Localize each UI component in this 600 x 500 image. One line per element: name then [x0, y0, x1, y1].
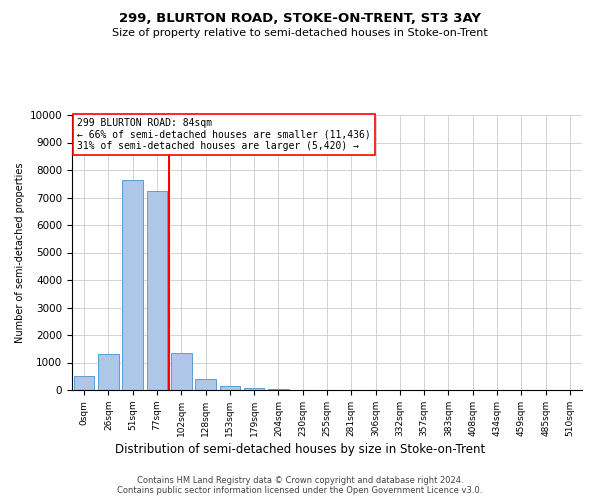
Text: Distribution of semi-detached houses by size in Stoke-on-Trent: Distribution of semi-detached houses by … — [115, 442, 485, 456]
Text: 299, BLURTON ROAD, STOKE-ON-TRENT, ST3 3AY: 299, BLURTON ROAD, STOKE-ON-TRENT, ST3 3… — [119, 12, 481, 26]
Y-axis label: Number of semi-detached properties: Number of semi-detached properties — [16, 162, 25, 343]
Bar — [98, 354, 119, 390]
Bar — [122, 180, 143, 390]
Text: Size of property relative to semi-detached houses in Stoke-on-Trent: Size of property relative to semi-detach… — [112, 28, 488, 38]
Bar — [171, 353, 191, 390]
Bar — [220, 386, 240, 390]
Bar — [74, 376, 94, 390]
Bar — [146, 190, 167, 390]
Bar — [244, 388, 265, 390]
Bar — [268, 389, 289, 390]
Bar — [195, 379, 216, 390]
Text: 299 BLURTON ROAD: 84sqm
← 66% of semi-detached houses are smaller (11,436)
31% o: 299 BLURTON ROAD: 84sqm ← 66% of semi-de… — [77, 118, 371, 151]
Text: Contains HM Land Registry data © Crown copyright and database right 2024.
Contai: Contains HM Land Registry data © Crown c… — [118, 476, 482, 495]
